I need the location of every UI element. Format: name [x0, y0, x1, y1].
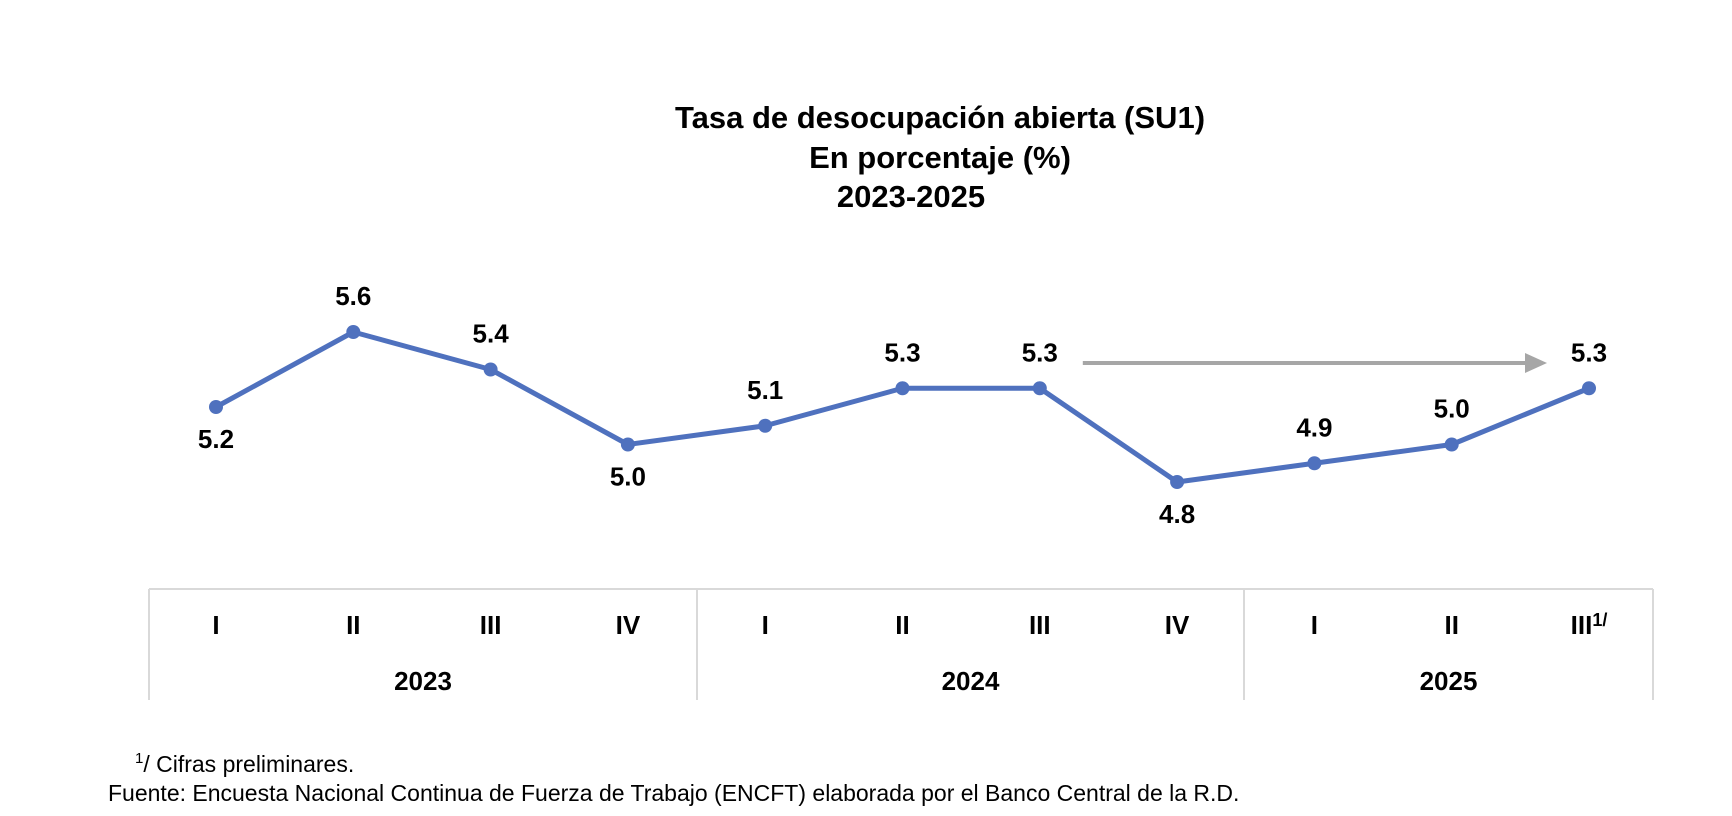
year-group-label: 2025 [1420, 666, 1478, 696]
footnote-marker: 1 [135, 750, 144, 767]
year-group-label: 2023 [394, 666, 452, 696]
chart-title-line: 2023-2025 [837, 179, 985, 214]
category-tick-label: I [762, 610, 769, 640]
category-axis-frame [148, 588, 1654, 700]
chart-title-line: Tasa de desocupación abierta (SU1) [675, 100, 1205, 135]
trend-arrow [1082, 353, 1547, 373]
data-point [483, 362, 498, 377]
category-tick-label: IV [616, 610, 641, 640]
category-tick-label: III [1029, 610, 1051, 640]
data-point [1444, 437, 1459, 452]
data-label: 5.1 [747, 375, 783, 405]
year-group-label: 2024 [942, 666, 1000, 696]
data-point [209, 400, 223, 414]
arrow-head [1525, 353, 1547, 373]
category-tick-label: II [895, 610, 909, 640]
footnote-source: Fuente: Encuesta Nacional Continua de Fu… [108, 780, 1240, 806]
footnote-preliminary: 1/ Cifras preliminares. [135, 750, 354, 778]
category-tick-label: III [480, 610, 502, 640]
year-group-labels: 2023 2024 2025 [394, 666, 1477, 696]
data-point [1307, 456, 1322, 471]
data-label: 4.8 [1159, 499, 1195, 529]
data-label: 4.9 [1296, 412, 1332, 442]
data-label: 5.0 [1434, 394, 1470, 424]
data-label: 5.6 [335, 281, 371, 311]
footnote-text: / Cifras preliminares. [143, 751, 355, 777]
data-point [620, 437, 635, 452]
category-tick-label: I [1311, 610, 1318, 640]
data-point [346, 325, 361, 339]
data-point [1170, 475, 1185, 489]
data-point [895, 381, 910, 396]
data-label: 5.3 [1571, 337, 1607, 367]
data-point [1032, 381, 1047, 396]
category-tick-labels: I II III IV I II III IV I II III1/ [212, 610, 1607, 640]
category-tick-label: III1/ [1571, 610, 1608, 640]
data-label: 5.3 [1022, 337, 1058, 367]
data-point [758, 418, 773, 433]
data-label: 5.4 [473, 319, 510, 349]
category-tick-label: IV [1165, 610, 1190, 640]
data-labels: 5.2 5.6 5.4 5.0 5.1 5.3 5.3 4.8 4.9 5.0 5.3 [198, 281, 1607, 529]
category-footnote-marker: 1/ [1592, 610, 1607, 630]
data-point [1582, 381, 1596, 396]
series-points [209, 325, 1596, 489]
chart: Tasa de desocupación abierta (SU1) En por… [148, 100, 1654, 700]
data-label: 5.3 [884, 337, 920, 367]
chart-title: Tasa de desocupación abierta (SU1) En por… [675, 100, 1205, 214]
data-label: 5.2 [198, 424, 234, 454]
category-tick-label: II [346, 610, 360, 640]
category-tick-label: II [1444, 610, 1458, 640]
data-label: 5.0 [610, 462, 646, 492]
chart-title-line: En porcentaje (%) [809, 140, 1071, 175]
category-tick-label: I [212, 610, 219, 640]
